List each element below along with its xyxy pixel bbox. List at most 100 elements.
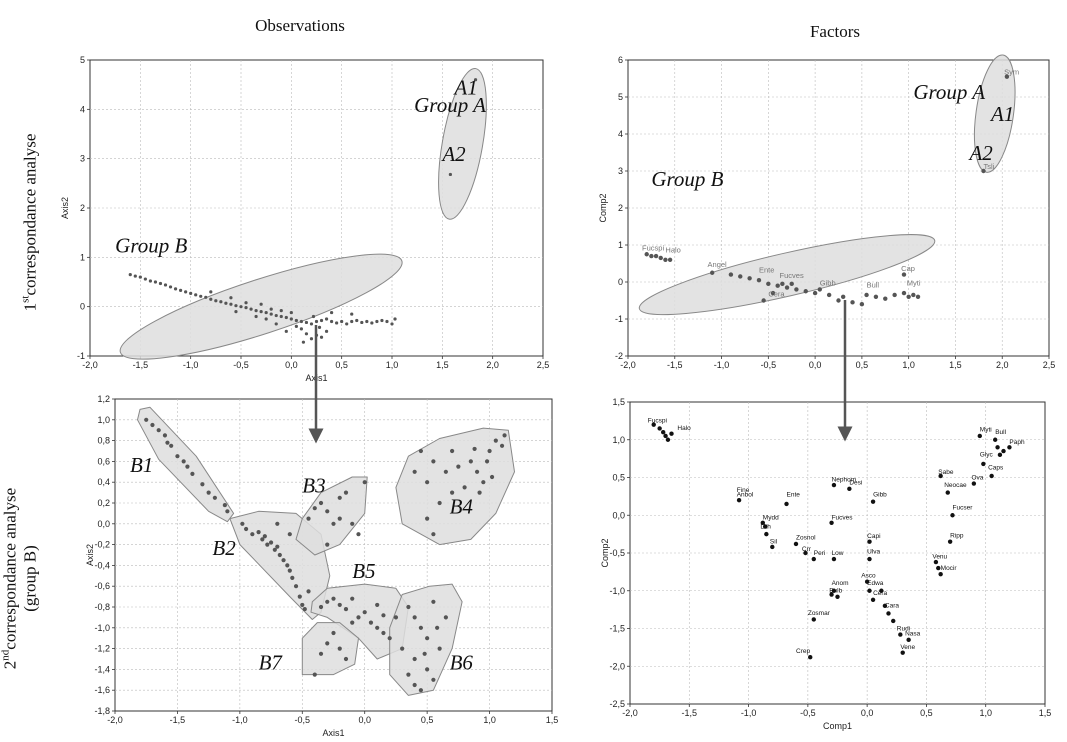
data-point [173,287,178,291]
data-point [938,473,943,479]
x-tick-label: -2,0 [622,708,638,718]
data-point [229,296,233,300]
group-ellipse [973,54,1016,173]
data-point [906,637,911,643]
data-point [150,422,155,428]
x-tick-label: 1,5 [949,360,962,370]
point-label: Caps [988,464,1004,471]
x-tick-label: -2,0 [620,360,636,370]
data-point [859,302,865,307]
data-point [901,290,907,296]
data-point [761,298,766,303]
data-point [665,437,671,442]
x-tick-label: -1,5 [682,708,698,718]
data-point [350,596,355,601]
y-tick-label: 2 [618,203,623,213]
data-point [244,306,248,310]
data-point [811,617,816,622]
data-point [350,319,354,324]
data-point [811,556,816,562]
data-point [431,459,436,464]
data-point [425,636,430,641]
data-point [375,602,380,608]
data-point [250,532,255,537]
group-label: A2 [440,142,466,166]
data-point [259,302,263,306]
data-point [993,437,998,442]
data-point [493,438,498,443]
data-point [256,530,261,535]
data-point [254,314,258,319]
y-tick-label: 0 [618,277,623,287]
x-tick-label: 2,0 [486,360,499,370]
y-tick-label: 4 [80,104,85,114]
x-axis-label: Comp1 [823,721,852,731]
group-label: B2 [212,536,236,560]
y-tick-label: 0,2 [97,498,110,508]
data-point [794,287,799,292]
y-tick-label: 3 [80,154,85,164]
column-title-factors: Factors [809,22,861,41]
point-label: Sil [770,538,778,545]
data-point [847,486,852,492]
data-point [644,252,649,257]
data-point [209,290,213,294]
data-point [299,327,303,331]
data-point [239,305,243,309]
x-tick-label: -1,0 [714,360,730,370]
data-point [304,332,309,336]
point-label: Bull [867,280,880,289]
point-label: Zosmar [808,610,831,617]
data-point [234,304,238,308]
data-point [375,319,379,324]
y-tick-label: 0,4 [97,477,110,487]
data-point [199,294,203,298]
data-point [319,318,324,323]
data-point [168,285,173,289]
data-point [304,320,309,325]
x-tick-label: 0,5 [335,360,348,370]
data-point [989,473,994,479]
y-tick-label: -1,2 [94,644,110,654]
x-tick-label: -0,5 [761,360,777,370]
data-point [431,677,436,682]
data-point [279,314,283,319]
point-label: Sym [1004,68,1019,77]
data-point [272,547,277,552]
point-label: Fucves [832,514,854,521]
data-point [309,322,314,326]
cluster-outline [295,476,368,556]
point-label: Cera [873,590,887,597]
data-point [997,452,1003,458]
point-label: Fucspi [648,418,667,425]
data-point [418,448,423,454]
data-point [770,290,776,296]
x-tick-label: -1,5 [170,715,186,725]
data-point [829,592,834,597]
data-point [900,650,905,655]
point-label: Gibb [873,492,887,499]
data-point [356,615,361,620]
point-label: Glyc [980,452,994,459]
data-point [209,297,213,301]
data-point [128,273,132,277]
arrows-group [308,300,853,444]
data-point [319,335,324,339]
data-point [831,588,837,593]
data-point [977,433,982,439]
data-point [350,620,355,625]
data-point [274,313,278,318]
chart-observations-2: -2,0 -1,5 -1,0 -0,5 0,0 0,5 1,0 1,5 -1,8 -1,6 -1,4… [85,394,558,738]
data-point [324,317,329,321]
data-point [212,495,217,500]
data-point [318,604,324,610]
x-tick-label: -0,5 [295,715,311,725]
data-point [158,281,163,286]
data-point [826,292,832,298]
x-tick-label: -2,0 [107,715,123,725]
data-point [995,445,1000,450]
data-point [437,646,442,651]
data-point [431,599,436,604]
data-point [330,319,334,324]
y-axis-label: Comp2 [600,538,610,567]
